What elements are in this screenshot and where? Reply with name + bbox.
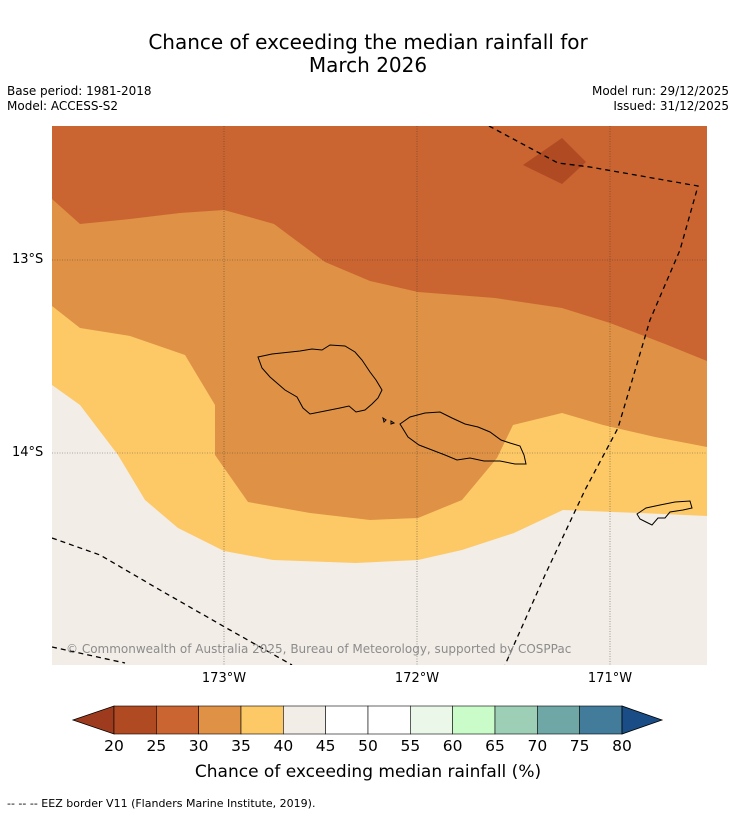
colorbar-tick-80: 80 bbox=[612, 737, 632, 755]
colorbar-tick-50: 50 bbox=[358, 737, 378, 755]
lon-label-172w: 172°W bbox=[394, 671, 440, 686]
colorbar-tick-35: 35 bbox=[231, 737, 251, 755]
lat-label-14s: 14°S bbox=[12, 445, 44, 460]
issued-date: Issued: 31/12/2025 bbox=[613, 99, 729, 113]
lon-label-171w: 171°W bbox=[587, 671, 633, 686]
colorbar-tick-60: 60 bbox=[442, 737, 463, 755]
meta-right: Model run: 29/12/2025 Issued: 31/12/2025 bbox=[592, 84, 729, 114]
copyright-notice: © Commonwealth of Australia 2025, Bureau… bbox=[66, 642, 572, 656]
colorbar-tick-30: 30 bbox=[188, 737, 209, 755]
colorbar-tick-45: 45 bbox=[315, 737, 336, 755]
eez-legend-footnote: -- -- -- EEZ border V11 (Flanders Marine… bbox=[7, 797, 316, 810]
gridlines bbox=[52, 126, 707, 665]
colorbar-tick-40: 40 bbox=[273, 737, 294, 755]
colorbar-tick-25: 25 bbox=[146, 737, 167, 755]
colorbar-segment-40-45 bbox=[283, 705, 326, 735]
colorbar-segment-70-75 bbox=[537, 705, 580, 735]
eez-borders bbox=[52, 126, 699, 665]
eez-border-south bbox=[52, 537, 293, 665]
eez-border-north bbox=[488, 126, 699, 665]
colorbar-segment-25-30 bbox=[156, 705, 199, 735]
colorbar-tick-70: 70 bbox=[527, 737, 548, 755]
colorbar-label: Chance of exceeding median rainfall (%) bbox=[194, 762, 542, 782]
colorbar-segment-45-50 bbox=[325, 705, 369, 735]
colorbar-segment-20-25 bbox=[113, 705, 157, 735]
model-name: Model: ACCESS-S2 bbox=[7, 99, 119, 113]
eez-border-corner bbox=[52, 646, 126, 664]
islands bbox=[257, 344, 693, 526]
model-run: Model run: 29/12/2025 bbox=[591, 84, 729, 98]
colorbar-segment-50-55 bbox=[367, 705, 411, 735]
colorbar-tick-20: 20 bbox=[104, 737, 124, 755]
map-title: Chance of exceeding the median rainfall … bbox=[0, 31, 736, 77]
map-area bbox=[52, 126, 707, 665]
upolu-island bbox=[399, 411, 527, 465]
colorbar bbox=[71, 705, 664, 735]
lon-label-173w: 173°W bbox=[201, 671, 247, 686]
colorbar-segment-55-60 bbox=[410, 705, 453, 735]
title-line-1: Chance of exceeding the median rainfall … bbox=[148, 30, 588, 54]
colorbar-tick-55: 55 bbox=[400, 737, 421, 755]
colorbar-segment-75-80 bbox=[579, 705, 623, 735]
manono-islet bbox=[382, 416, 387, 423]
colorbar-tick-75: 75 bbox=[569, 737, 590, 755]
band-25-30 bbox=[52, 126, 707, 361]
meta-left: Base period: 1981-2018 Model: ACCESS-S2 bbox=[7, 84, 152, 114]
colorbar-segment-60-65 bbox=[452, 705, 496, 735]
colorbar-tick-65: 65 bbox=[485, 737, 505, 755]
colorbar-segment-35-40 bbox=[240, 705, 284, 735]
savaii-island bbox=[257, 344, 383, 415]
colorbar-under-arrow bbox=[71, 705, 115, 735]
lat-label-13s: 13°S bbox=[12, 252, 44, 267]
apolima-islet bbox=[390, 420, 396, 425]
colorbar-over-arrow bbox=[621, 705, 664, 735]
colorbar-segment-65-70 bbox=[494, 705, 538, 735]
base-period: Base period: 1981-2018 bbox=[7, 84, 152, 98]
title-line-2: March 2026 bbox=[308, 53, 428, 77]
colorbar-segment-30-35 bbox=[198, 705, 242, 735]
tutuila-island bbox=[636, 500, 693, 526]
